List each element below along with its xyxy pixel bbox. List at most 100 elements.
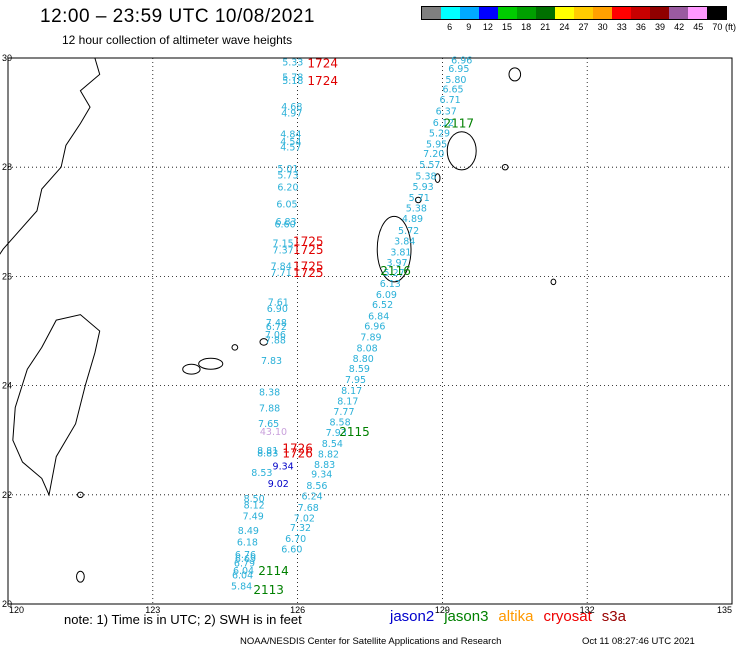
color-scale-swatch [688, 7, 707, 19]
color-scale-label: 45 [693, 22, 704, 32]
pass-number-label: 2113 [253, 583, 284, 597]
wave-height-value: 6.72 [266, 322, 287, 333]
color-scale-swatch [574, 7, 593, 19]
wave-height-value: 7.88 [259, 404, 280, 415]
wave-height-value: 5.01 [277, 164, 298, 175]
lat-tick-label: 30 [2, 53, 12, 63]
island-outline [77, 491, 84, 499]
wave-height-value: 4.84 [280, 129, 301, 140]
page-subtitle: 12 hour collection of altimeter wave hei… [62, 33, 293, 47]
wave-height-value: 6.12 [433, 118, 454, 129]
wave-height-value: 3.81 [390, 247, 411, 258]
lon-tick-label: 132 [580, 605, 595, 615]
lon-tick-label: 126 [290, 605, 305, 615]
pass-number-label: 1726 [282, 446, 313, 460]
color-scale-swatch [669, 7, 688, 19]
wave-height-value: 5.33 [282, 57, 303, 68]
island-outline [508, 67, 522, 82]
wave-height-value: 6.65 [442, 85, 463, 96]
wave-height-value: 6.20 [277, 182, 298, 193]
lon-tick-label: 129 [435, 605, 450, 615]
wave-height-value: 7.49 [243, 512, 264, 523]
color-scale-legend [421, 6, 727, 20]
lat-tick-label: 20 [2, 599, 12, 609]
wave-height-value: 6.69 [235, 554, 256, 565]
wave-height-value: 6.70 [285, 534, 306, 545]
pass-number-label: 1725 [293, 234, 324, 248]
wave-height-value: 5.38 [415, 171, 436, 182]
wave-height-value: 6.04 [233, 566, 254, 577]
wave-height-value: 8.81 [257, 446, 278, 457]
wave-height-value: 8.83 [314, 460, 335, 471]
wave-height-value: 7.84 [271, 262, 292, 273]
wave-height-value: 7.48 [266, 318, 287, 329]
color-scale-label: 30 [597, 22, 608, 32]
wave-height-value: 6.90 [267, 304, 288, 315]
pass-number-label: 2114 [258, 564, 289, 578]
color-scale-label: 33 [616, 22, 627, 32]
wave-height-value: 8.80 [353, 354, 374, 365]
wave-height-value: 6.96 [451, 56, 472, 67]
wave-height-value: 5.18 [282, 76, 303, 87]
wave-height-value: 5.72 [398, 226, 419, 237]
wave-height-value: 7.20 [423, 149, 444, 160]
color-scale-label: 21 [540, 22, 551, 32]
island-outline [414, 196, 422, 204]
wave-height-value: 5.80 [445, 75, 466, 86]
wave-height-value: 8.56 [306, 481, 327, 492]
color-scale-swatch [612, 7, 631, 19]
color-scale-label: 18 [521, 22, 532, 32]
color-scale-labels: 6 9 12 15 18 21 24 27 30 33 36 39 42 45 70 (ft) [421, 22, 736, 34]
wave-height-value: 7.02 [294, 513, 315, 524]
pass-number-label: 2115 [339, 425, 370, 439]
lat-tick-label: 26 [2, 271, 12, 281]
map-frame [7, 57, 733, 605]
wave-height-value: 5.27 [384, 268, 405, 279]
wave-height-value: 7.37 [273, 246, 294, 257]
lat-tick-label: 22 [2, 490, 12, 500]
wave-height-value: 7.06 [265, 330, 286, 341]
wave-height-value: 7.95 [345, 375, 366, 386]
wave-height-value: 6.37 [436, 107, 457, 118]
wave-height-value: 6.09 [376, 290, 397, 301]
color-scale-swatch [460, 7, 479, 19]
lat-tick-label: 24 [2, 381, 12, 391]
wave-height-value: 8.83 [257, 448, 278, 459]
satellite-legend: jason2 jason3 altika cryosat s3a [390, 608, 636, 625]
wave-height-value: 8.38 [259, 388, 280, 399]
color-scale-swatch [479, 7, 498, 19]
wave-height-value: 9.02 [268, 479, 289, 490]
color-scale-swatch [517, 7, 536, 19]
satellite-legend-item: cryosat [543, 608, 592, 625]
color-scale-label: 70 [712, 22, 723, 32]
color-scale-label: 39 [655, 22, 666, 32]
wave-height-value: 7.71 [271, 268, 292, 279]
wave-height-value: 9.34 [311, 470, 332, 481]
wave-height-value: 4.68 [281, 102, 302, 113]
wave-height-value: 8.54 [322, 439, 343, 450]
wave-height-value: 7.88 [265, 335, 286, 346]
wave-height-value: 6.13 [380, 279, 401, 290]
color-scale-label: 15 [502, 22, 513, 32]
wave-height-value: 7.83 [261, 356, 282, 367]
pass-number-label: 2117 [444, 117, 475, 131]
color-scale-swatch [593, 7, 612, 19]
pass-number-label: 1725 [293, 266, 324, 280]
wave-height-value: 9.34 [273, 461, 294, 472]
wave-height-value: 8.49 [238, 526, 259, 537]
wave-height-value: 6.76 [235, 550, 256, 561]
wave-height-value: 8.50 [244, 494, 265, 505]
color-scale-swatch [422, 7, 441, 19]
wave-height-value: 5.78 [282, 73, 303, 84]
wave-height-value: 6.95 [448, 64, 469, 75]
wave-height-value: 5.95 [426, 139, 447, 150]
wave-height-value: 5.93 [413, 182, 434, 193]
wave-height-value: 7.68 [298, 503, 319, 514]
color-scale-label: 12 [482, 22, 493, 32]
color-scale-label: 42 [674, 22, 685, 32]
footer-note: note: 1) Time is in UTC; 2) SWH is in fe… [64, 612, 302, 627]
wave-height-value: 4.57 [280, 143, 301, 154]
color-scale-swatch [555, 7, 574, 19]
wave-height-value: 4.54 [280, 137, 301, 148]
